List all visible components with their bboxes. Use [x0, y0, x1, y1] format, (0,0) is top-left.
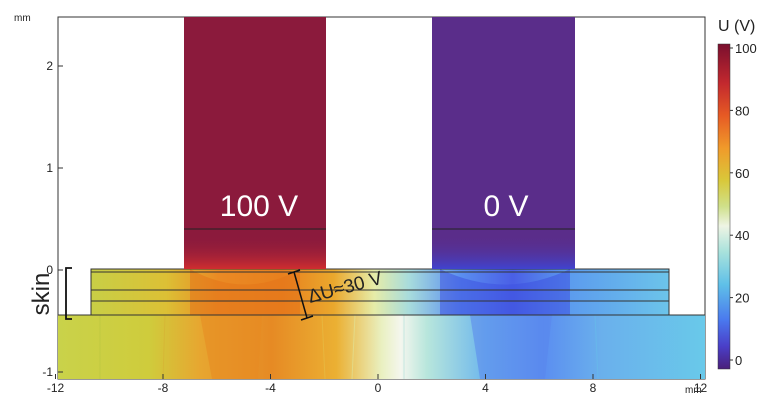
electrode-right — [432, 17, 575, 269]
y-tick-label: 1 — [46, 161, 53, 175]
colorbar-tick-label: 80 — [735, 103, 749, 118]
y-axis-ticks: 2 1 0 -1 — [42, 59, 63, 379]
x-tick-label: 8 — [590, 381, 597, 395]
y-tick-label: -1 — [42, 365, 53, 379]
electrode-left-glow — [184, 235, 326, 269]
x-axis-ticks: -16-12-8-40481216 — [47, 374, 708, 395]
x-axis-unit: mm — [685, 385, 702, 396]
electrode-left-label: 100 V — [220, 190, 298, 223]
skin-contours — [190, 269, 570, 315]
x-tick-label: 0 — [375, 381, 382, 395]
x-tick-label: -8 — [158, 381, 169, 395]
x-tick-label: -12 — [47, 381, 65, 395]
skin-bracket — [65, 267, 72, 320]
x-tick-label: 12 — [694, 381, 708, 395]
y-tick-label: 0 — [46, 263, 53, 277]
y-tick-label: 2 — [46, 59, 53, 73]
colorbar-tick-label: 60 — [735, 166, 749, 181]
colorbar — [717, 43, 731, 370]
colorbar-tick-label: 20 — [735, 291, 749, 306]
colorbar-title: U (V) — [718, 18, 755, 35]
skin-label: skin — [28, 273, 55, 316]
x-tick-label: -4 — [265, 381, 276, 395]
skin-layer — [91, 269, 669, 315]
colorbar-ticks: 100 80 60 40 20 0 — [730, 41, 757, 368]
colorbar-tick-label: 0 — [735, 353, 742, 368]
colorbar-tick-label: 100 — [735, 41, 757, 56]
tissue-region — [58, 315, 705, 379]
electrode-right-label: 0 V — [483, 190, 528, 223]
delta-u-marker — [287, 269, 314, 321]
y-axis-unit: mm — [14, 13, 31, 24]
electrode-right-glow — [432, 235, 575, 269]
tissue-contours — [99, 314, 599, 380]
x-tick-label: 4 — [482, 381, 489, 395]
colorbar-tick-label: 40 — [735, 228, 749, 243]
electrode-left — [184, 17, 326, 269]
